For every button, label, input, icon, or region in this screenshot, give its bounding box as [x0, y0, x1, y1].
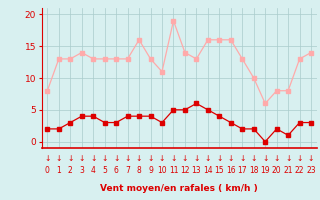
Text: ↓: ↓	[296, 154, 303, 163]
Text: ↓: ↓	[124, 154, 131, 163]
Text: 11: 11	[169, 166, 178, 175]
Text: ↓: ↓	[113, 154, 119, 163]
Text: ↓: ↓	[239, 154, 245, 163]
Text: ↓: ↓	[285, 154, 291, 163]
Text: 21: 21	[284, 166, 293, 175]
Text: 17: 17	[237, 166, 247, 175]
Text: ↓: ↓	[216, 154, 222, 163]
Text: ↓: ↓	[193, 154, 200, 163]
Text: ↓: ↓	[182, 154, 188, 163]
Text: 12: 12	[180, 166, 190, 175]
Text: ↓: ↓	[101, 154, 108, 163]
Text: ↓: ↓	[56, 154, 62, 163]
Text: 5: 5	[102, 166, 107, 175]
Text: ↓: ↓	[78, 154, 85, 163]
Text: ↓: ↓	[251, 154, 257, 163]
Text: Vent moyen/en rafales ( km/h ): Vent moyen/en rafales ( km/h )	[100, 184, 258, 193]
Text: 16: 16	[226, 166, 236, 175]
Text: ↓: ↓	[147, 154, 154, 163]
Text: 8: 8	[137, 166, 141, 175]
Text: ↓: ↓	[205, 154, 211, 163]
Text: 3: 3	[79, 166, 84, 175]
Text: ↓: ↓	[170, 154, 177, 163]
Text: 6: 6	[114, 166, 119, 175]
Text: 4: 4	[91, 166, 96, 175]
Text: 23: 23	[306, 166, 316, 175]
Text: 2: 2	[68, 166, 73, 175]
Text: ↓: ↓	[308, 154, 314, 163]
Text: 10: 10	[157, 166, 167, 175]
Text: ↓: ↓	[228, 154, 234, 163]
Text: 15: 15	[214, 166, 224, 175]
Text: 7: 7	[125, 166, 130, 175]
Text: 0: 0	[45, 166, 50, 175]
Text: 22: 22	[295, 166, 304, 175]
Text: 14: 14	[203, 166, 213, 175]
Text: ↓: ↓	[159, 154, 165, 163]
Text: 9: 9	[148, 166, 153, 175]
Text: 18: 18	[249, 166, 259, 175]
Text: 1: 1	[56, 166, 61, 175]
Text: 13: 13	[192, 166, 201, 175]
Text: 20: 20	[272, 166, 282, 175]
Text: ↓: ↓	[90, 154, 96, 163]
Text: ↓: ↓	[44, 154, 51, 163]
Text: ↓: ↓	[136, 154, 142, 163]
Text: 19: 19	[260, 166, 270, 175]
Text: ↓: ↓	[274, 154, 280, 163]
Text: ↓: ↓	[67, 154, 74, 163]
Text: ↓: ↓	[262, 154, 268, 163]
